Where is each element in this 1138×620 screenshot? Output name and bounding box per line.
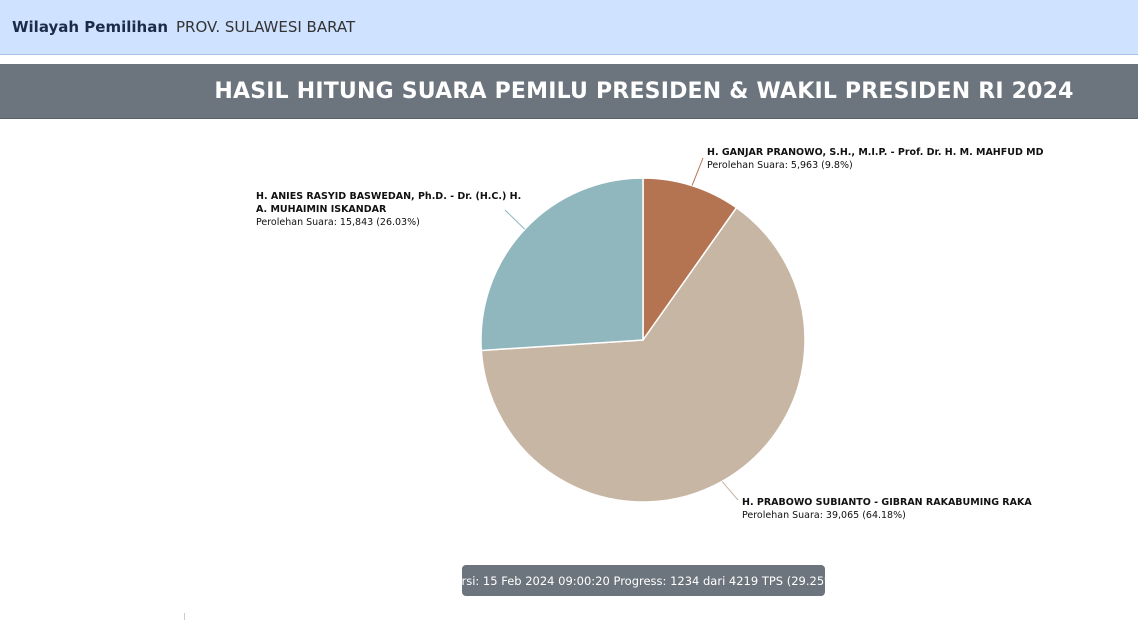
page-title: HASIL HITUNG SUARA PEMILU PRESIDEN & WAK… <box>214 78 1074 104</box>
title-bar: HASIL HITUNG SUARA PEMILU PRESIDEN & WAK… <box>0 64 1138 119</box>
region-header: Wilayah Pemilihan PROV. SULAWESI BARAT <box>0 0 1138 55</box>
slice-label-3: H. ANIES RASYID BASWEDAN, Ph.D. - Dr. (H… <box>256 191 521 228</box>
slice-label-1: H. GANJAR PRANOWO, S.H., M.I.P. - Prof. … <box>707 147 1044 171</box>
candidate-name: H. PRABOWO SUBIANTO - GIBRAN RAKABUMING … <box>742 497 1032 508</box>
region-label: Wilayah Pemilihan <box>12 18 168 36</box>
candidate-name: A. MUHAIMIN ISKANDAR <box>256 204 387 215</box>
label-connector-3 <box>504 209 526 230</box>
slice-label-2: H. PRABOWO SUBIANTO - GIBRAN RAKABUMING … <box>742 497 1032 521</box>
vote-count-label: Perolehan Suara: 5,963 (9.8%) <box>707 160 853 171</box>
candidate-name: H. GANJAR PRANOWO, S.H., M.I.P. - Prof. … <box>707 147 1044 158</box>
region-value: PROV. SULAWESI BARAT <box>176 18 356 36</box>
divider-tick <box>184 613 185 620</box>
vote-count-label: Perolehan Suara: 39,065 (64.18%) <box>742 510 906 521</box>
vote-count-label: Perolehan Suara: 15,843 (26.03%) <box>256 217 420 228</box>
pie-slice-2[interactable] <box>480 206 806 503</box>
candidate-name: H. ANIES RASYID BASWEDAN, Ph.D. - Dr. (H… <box>256 191 521 202</box>
version-badge: Versi: 15 Feb 2024 09:00:20 Progress: 12… <box>447 565 840 596</box>
pie-chart: H. GANJAR PRANOWO, S.H., M.I.P. - Prof. … <box>256 147 1044 521</box>
label-connector-2 <box>721 481 739 501</box>
label-connector-1 <box>691 157 704 186</box>
pie-slice-3[interactable] <box>480 177 644 352</box>
